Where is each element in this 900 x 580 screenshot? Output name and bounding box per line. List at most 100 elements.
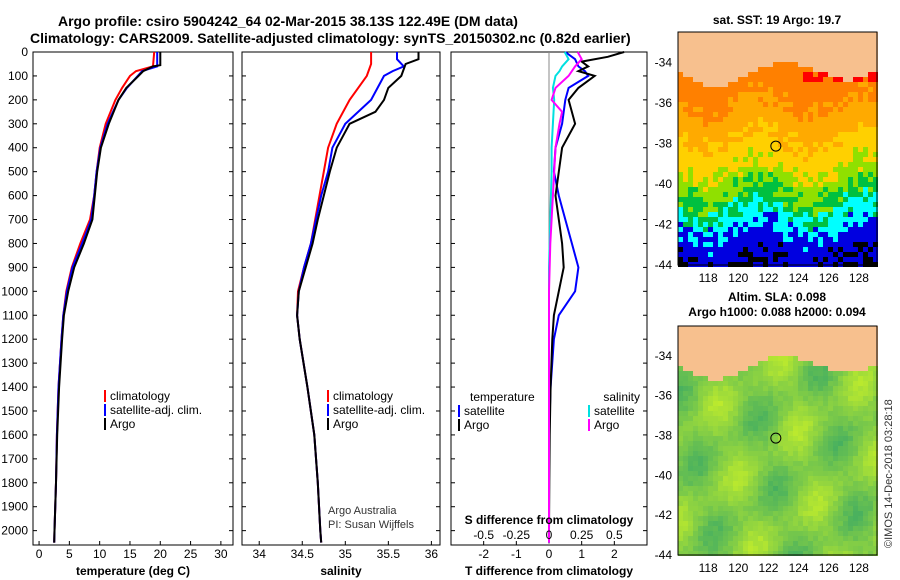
- map-cell: [788, 411, 793, 416]
- map-cell: [778, 242, 783, 247]
- map-cell: [748, 416, 753, 421]
- map-cell: [753, 356, 758, 361]
- map-cell: [723, 152, 728, 157]
- map-cell: [683, 406, 688, 411]
- map-cell: [813, 132, 818, 137]
- map-cell: [863, 222, 868, 227]
- map-cell: [783, 147, 788, 152]
- map-cell: [823, 541, 828, 546]
- map-cell: [818, 257, 823, 262]
- map-cell: [833, 82, 838, 87]
- map-cell: [728, 227, 733, 232]
- map-cell: [813, 551, 818, 556]
- map-cell: [823, 551, 828, 556]
- map-cell: [798, 257, 803, 262]
- map-cell: [868, 386, 873, 391]
- map-cell: [748, 471, 753, 476]
- map-cell: [763, 107, 768, 112]
- map-cell: [723, 187, 728, 192]
- map-cell: [858, 391, 863, 396]
- map-cell: [763, 436, 768, 441]
- map-cell: [683, 551, 688, 556]
- map-cell: [863, 172, 868, 177]
- map-cell: [838, 172, 843, 177]
- map-cell: [718, 242, 723, 247]
- map-cell: [838, 436, 843, 441]
- map-cell: [748, 192, 753, 197]
- map-cell: [838, 222, 843, 227]
- map-cell: [783, 82, 788, 87]
- map-cell: [768, 416, 773, 421]
- map-cell: [753, 391, 758, 396]
- map-cell: [768, 341, 773, 346]
- map-cell: [838, 62, 843, 67]
- map-cell: [743, 341, 748, 346]
- map-cell: [783, 247, 788, 252]
- map-cell: [783, 97, 788, 102]
- map-cell: [723, 222, 728, 227]
- map-cell: [738, 326, 743, 331]
- x-tick-label: 1: [578, 547, 585, 561]
- lon-tick-label: 124: [789, 271, 809, 285]
- map-cell: [803, 371, 808, 376]
- map-cell: [803, 491, 808, 496]
- map-cell: [678, 466, 683, 471]
- map-cell: [708, 381, 713, 386]
- map-cell: [873, 511, 878, 516]
- map-cell: [758, 431, 763, 436]
- map-cell: [763, 187, 768, 192]
- map-cell: [723, 446, 728, 451]
- map-cell: [788, 396, 793, 401]
- map-cell: [733, 546, 738, 551]
- map-cell: [698, 247, 703, 252]
- map-cell: [708, 52, 713, 57]
- map-cell: [753, 152, 758, 157]
- map-cell: [788, 356, 793, 361]
- map-cell: [718, 112, 723, 117]
- map-cell: [798, 137, 803, 142]
- map-cell: [823, 546, 828, 551]
- map-cell: [718, 97, 723, 102]
- map-cell: [773, 102, 778, 107]
- map-cell: [758, 426, 763, 431]
- map-cell: [823, 371, 828, 376]
- lon-tick-label: 128: [849, 561, 869, 575]
- map-cell: [753, 386, 758, 391]
- map-cell: [688, 152, 693, 157]
- map-cell: [693, 222, 698, 227]
- map-cell: [793, 406, 798, 411]
- map-cell: [838, 212, 843, 217]
- map-cell: [768, 177, 773, 182]
- map-cell: [868, 157, 873, 162]
- map-cell: [863, 37, 868, 42]
- map-cell: [688, 92, 693, 97]
- map-cell: [788, 416, 793, 421]
- map-cell: [718, 476, 723, 481]
- map-cell: [743, 411, 748, 416]
- map-cell: [743, 222, 748, 227]
- map-cell: [688, 157, 693, 162]
- map-cell: [708, 147, 713, 152]
- map-cell: [768, 182, 773, 187]
- map-cell: [718, 491, 723, 496]
- map-cell: [748, 401, 753, 406]
- map-cell: [818, 127, 823, 132]
- map-cell: [683, 351, 688, 356]
- map-cell: [828, 496, 833, 501]
- map-cell: [863, 476, 868, 481]
- map-cell: [838, 391, 843, 396]
- map-cell: [808, 376, 813, 381]
- map-cell: [723, 426, 728, 431]
- map-cell: [873, 37, 878, 42]
- map-cell: [838, 431, 843, 436]
- map-cell: [718, 486, 723, 491]
- map-cell: [853, 47, 858, 52]
- map-cell: [713, 481, 718, 486]
- map-cell: [693, 326, 698, 331]
- map-cell: [678, 546, 683, 551]
- map-cell: [798, 147, 803, 152]
- map-cell: [873, 167, 878, 172]
- map-cell: [683, 72, 688, 77]
- map-cell: [823, 491, 828, 496]
- map-cell: [703, 142, 708, 147]
